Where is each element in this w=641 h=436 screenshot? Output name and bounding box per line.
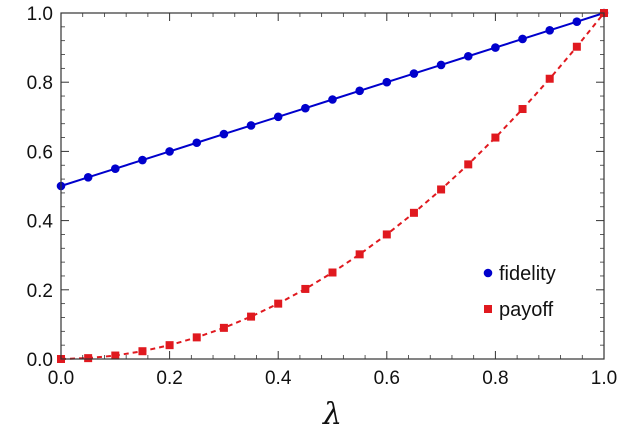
x-tick-label: 0.0 xyxy=(48,368,74,389)
fidelity-point xyxy=(518,34,527,44)
fidelity-point xyxy=(409,69,419,78)
payoff-point xyxy=(545,74,554,83)
fidelity-point xyxy=(301,103,310,113)
legend-payoff-label: payoff xyxy=(499,299,554,321)
y-tick-label: 0.8 xyxy=(27,73,53,94)
payoff-point xyxy=(111,351,120,360)
fidelity-point xyxy=(436,60,446,70)
fidelity-point xyxy=(246,121,256,130)
fidelity-point xyxy=(463,51,473,61)
payoff-point xyxy=(165,341,174,350)
series-layer xyxy=(56,8,609,363)
payoff-point xyxy=(84,354,93,363)
payoff-point xyxy=(464,160,473,169)
fidelity-point xyxy=(273,112,283,122)
payoff-point xyxy=(409,208,418,217)
payoff-point xyxy=(274,299,283,308)
ticks-layer: 0.0 0.2 0.4 0.6 0.8 1.0 0.0 0.2 0.4 0.6 0.8 1.0 xyxy=(27,4,618,389)
legend-fidelity-label: fidelity xyxy=(499,263,556,285)
payoff-point xyxy=(301,284,310,293)
x-axis-title: λ xyxy=(322,397,342,432)
payoff-point xyxy=(192,333,201,342)
fidelity-point xyxy=(545,26,554,35)
payoff-point xyxy=(355,250,364,259)
payoff-point xyxy=(247,312,256,321)
payoff-point xyxy=(437,185,446,194)
fidelity-point xyxy=(572,17,582,26)
legend-fidelity-marker xyxy=(483,268,493,278)
y-tick-label: 0.2 xyxy=(27,281,53,302)
plot-frame xyxy=(60,12,605,360)
fidelity-point xyxy=(138,155,147,165)
y-tick-label: 0.6 xyxy=(27,142,53,163)
x-tick-label: 0.4 xyxy=(265,368,292,389)
fidelity-point xyxy=(83,173,93,182)
fidelity-point xyxy=(219,129,229,139)
x-tick-label: 0.6 xyxy=(374,368,400,389)
payoff-point xyxy=(572,42,581,51)
payoff-point xyxy=(382,230,391,239)
x-tick-label: 0.8 xyxy=(482,368,508,389)
y-tick-label: 0.0 xyxy=(27,350,53,371)
payoff-point xyxy=(491,133,500,142)
legend-payoff-marker xyxy=(484,305,492,313)
fidelity-point xyxy=(165,147,174,156)
fidelity-point xyxy=(382,77,392,87)
fidelity-point xyxy=(192,138,202,148)
fidelity-point xyxy=(328,95,337,104)
payoff-point xyxy=(219,323,228,332)
fidelity-point xyxy=(491,43,500,52)
fidelity-point xyxy=(355,86,364,96)
x-tick-label: 1.0 xyxy=(591,368,617,389)
fidelity-point xyxy=(111,164,120,173)
x-tick-label: 0.2 xyxy=(156,368,182,389)
payoff-point xyxy=(328,268,337,277)
payoff-point xyxy=(138,347,147,356)
payoff-point xyxy=(518,105,527,114)
legend: fidelity payoff xyxy=(483,263,556,321)
y-tick-label: 0.4 xyxy=(27,212,54,233)
y-tick-label: 1.0 xyxy=(27,4,53,25)
